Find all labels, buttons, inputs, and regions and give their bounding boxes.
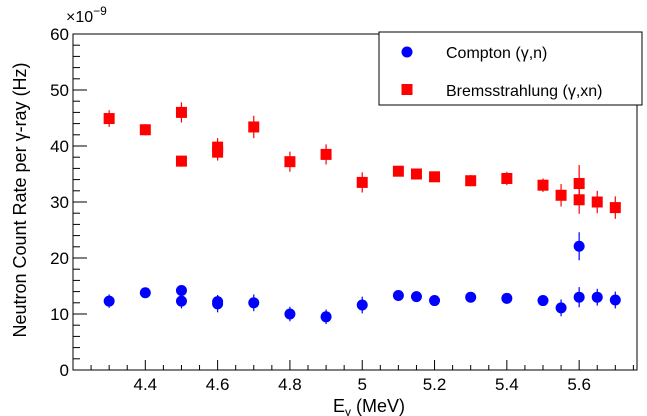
y-tick-label: 40 [50,137,69,156]
data-point-compton [465,291,477,303]
data-point-compton [501,292,513,304]
data-point-bremsstrahlung [139,124,151,136]
data-point-compton [212,298,224,310]
x-tick-label: 5.4 [495,375,519,394]
legend-marker-bremsstrahlung [401,84,413,95]
data-point-compton [356,299,368,311]
data-point-bremsstrahlung [573,194,585,206]
legend: Compton (γ,n) Bremsstrahlung (γ,xn) [378,31,643,106]
data-point-bremsstrahlung [537,179,549,191]
legend-marker-compton [401,46,413,58]
data-point-bremsstrahlung [609,202,621,214]
legend-box [378,31,643,106]
data-point-bremsstrahlung [284,156,296,168]
data-point-compton [248,297,260,309]
legend-label-bremsstrahlung: Bremsstrahlung (γ,xn) [446,83,603,100]
data-point-bremsstrahlung [573,178,585,190]
y-multiplier-label: ×10−9 [66,4,107,26]
data-point-compton [284,308,296,320]
series-bremsstrahlung [103,102,621,219]
axis-ticks: 4.4 4.6 4.8 5 5.2 5.4 5.6 0 10 20 30 40 50 60 [50,25,634,394]
y-tick-label: 60 [50,25,69,44]
x-tick-label: 4.6 [206,375,230,394]
chart-marks [103,102,621,325]
x-tick-label: 5.2 [423,375,447,394]
series-compton [103,232,621,325]
data-point-bremsstrahlung [103,113,115,125]
x-tick-label: 5 [357,375,366,394]
data-point-compton [392,290,404,302]
data-point-bremsstrahlung [320,148,332,160]
data-point-compton [429,295,441,307]
x-axis-title: Eγ (MeV) [333,396,405,416]
y-tick-label: 20 [50,249,69,268]
data-point-bremsstrahlung [175,106,187,118]
data-point-bremsstrahlung [212,146,224,158]
data-point-compton [103,295,115,307]
data-point-compton [175,295,187,307]
data-point-bremsstrahlung [465,175,477,187]
data-point-compton [410,291,422,303]
legend-label-compton: Compton (γ,n) [446,45,547,62]
data-point-compton [573,291,585,303]
y-tick-label: 0 [60,361,69,380]
data-point-compton [139,287,151,299]
data-point-compton [537,295,549,307]
data-point-compton [591,291,603,303]
data-point-bremsstrahlung [591,196,603,208]
x-tick-label: 5.6 [567,375,591,394]
y-tick-label: 50 [50,81,69,100]
data-point-bremsstrahlung [410,168,422,180]
data-point-bremsstrahlung [356,176,368,188]
data-point-bremsstrahlung [429,171,441,183]
x-tick-label: 4.8 [278,375,302,394]
x-tick-label: 4.4 [133,375,157,394]
data-point-bremsstrahlung [392,165,404,177]
data-point-bremsstrahlung [555,189,567,201]
data-point-bremsstrahlung [501,172,513,184]
data-point-compton [555,302,567,314]
y-axis-title: Neutron Count Rate per γ-ray (Hz) [10,62,30,337]
y-tick-label: 10 [50,305,69,324]
data-point-bremsstrahlung [175,155,187,167]
data-point-compton [175,284,187,296]
data-point-bremsstrahlung [248,121,260,133]
data-point-compton [320,311,332,323]
data-point-compton [609,294,621,306]
data-point-compton [573,240,585,252]
y-tick-label: 30 [50,193,69,212]
